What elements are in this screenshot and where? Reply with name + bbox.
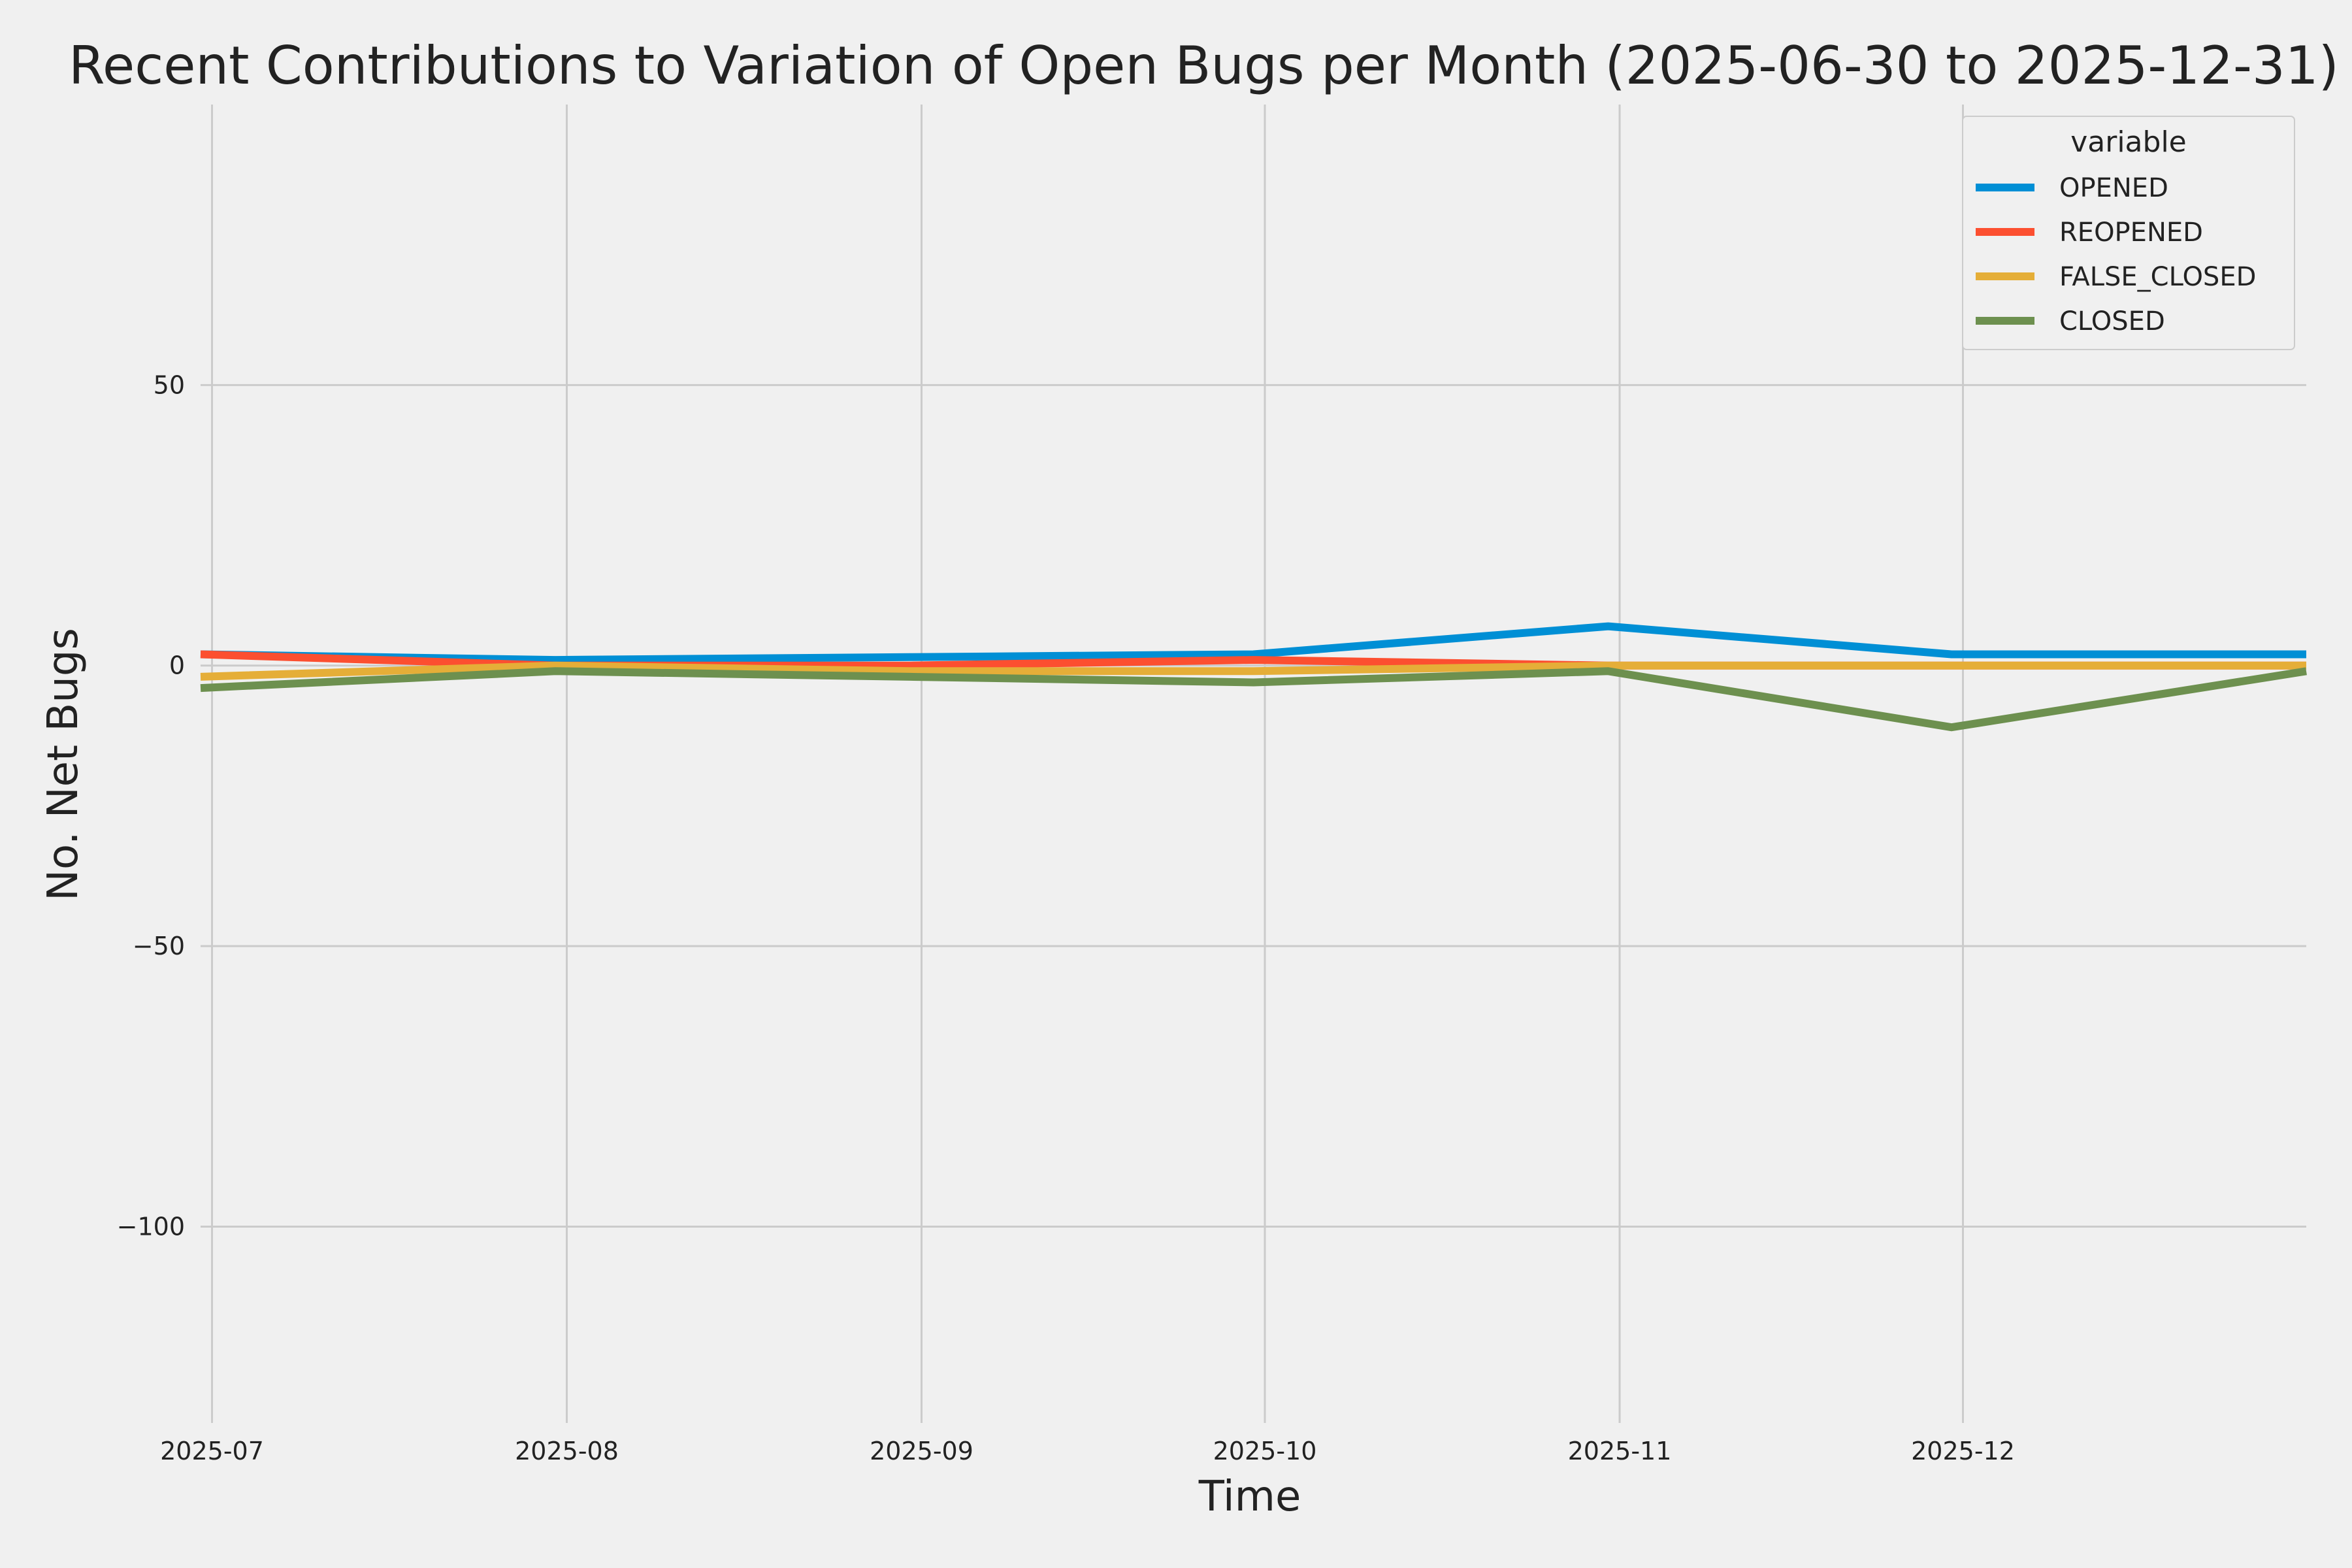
y-tick-label: 0 <box>169 651 185 680</box>
x-tick-label: 2025-09 <box>870 1437 973 1465</box>
series-line-opened <box>200 622 2306 664</box>
legend-label: OPENED <box>2059 173 2168 203</box>
legend-title: variable <box>2070 125 2187 159</box>
y-tick-label: −100 <box>117 1212 185 1241</box>
x-tick-label: 2025-10 <box>1213 1437 1317 1465</box>
chart-title: Recent Contributions to Variation of Ope… <box>69 35 2339 96</box>
x-tick-label: 2025-08 <box>515 1437 619 1465</box>
y-axis-label: No. Net Bugs <box>39 628 88 901</box>
series-line-false-closed <box>200 661 2306 681</box>
x-tick-label: 2025-11 <box>1568 1437 1672 1465</box>
x-tick-label: 2025-12 <box>1911 1437 2015 1465</box>
x-axis-label: Time <box>1198 1473 1301 1521</box>
legend-box <box>1962 116 2295 350</box>
legend-label: REOPENED <box>2059 218 2203 248</box>
series-line-closed <box>200 667 2307 732</box>
legend-label: CLOSED <box>2059 306 2165 336</box>
y-tick-labels: 50 0 −50 −100 <box>117 370 185 1241</box>
series-lines <box>200 622 2307 732</box>
x-tick-label: 2025-07 <box>160 1437 264 1465</box>
legend-items: OPENED REOPENED FALSE_CLOSED CLOSED <box>1976 173 2256 336</box>
x-tick-labels: 2025-07 2025-08 2025-09 2025-10 2025-11 2025-… <box>160 1437 2015 1465</box>
y-tick-label: 50 <box>154 370 185 399</box>
y-tick-label: −50 <box>133 932 185 960</box>
legend-label: FALSE_CLOSED <box>2059 262 2256 292</box>
legend: variable OPENED REOPENED FALSE_CLOSED CLOSE… <box>1962 116 2295 350</box>
